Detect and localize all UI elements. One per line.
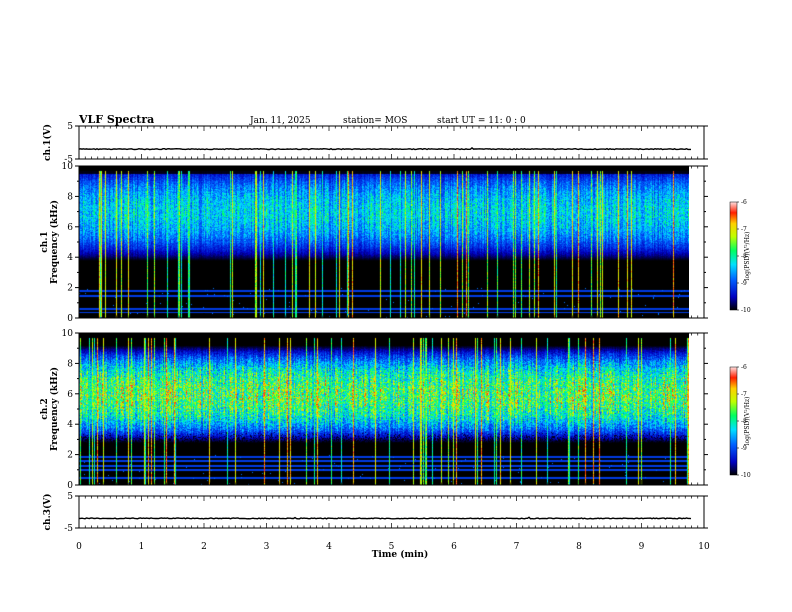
- y-tick-label: 0: [67, 481, 73, 491]
- y-tick-label: 10: [62, 329, 74, 339]
- x-tick-label: 4: [326, 542, 332, 552]
- colorbar-tick-label: -7: [741, 391, 747, 398]
- ch1-spectrogram-image: [79, 166, 689, 318]
- colorbar-tick-label: -9: [741, 445, 747, 452]
- y-tick-label: 10: [62, 162, 74, 172]
- y-tick-label: 2: [67, 284, 73, 294]
- date-label: Jan. 11, 2025: [249, 116, 311, 126]
- figure-title: VLF Spectra: [78, 113, 154, 126]
- y-tick-label: 5: [67, 122, 73, 132]
- y-tick-label: -5: [64, 155, 73, 165]
- x-tick-label: 0: [76, 542, 82, 552]
- x-tick-label: 10: [698, 542, 710, 552]
- start-time-label: start UT = 11: 0 : 0: [437, 116, 526, 126]
- y-axis-label: ch.1Frequency (kHz): [40, 200, 60, 284]
- ch2-colorbar: -6 -7 -8 -9 -10 log(PSD)(V²/Hz): [729, 364, 751, 479]
- y-tick-label: 6: [67, 223, 73, 233]
- colorbar-tick-label: -6: [741, 199, 747, 206]
- x-tick-label: 6: [451, 542, 457, 552]
- y-tick-label: 8: [67, 359, 73, 369]
- colorbar-tick-label: -8: [741, 418, 747, 425]
- colorbar-label: log(PSD)(V²/Hz): [744, 397, 751, 446]
- ch2-spectrogram-image: [79, 333, 689, 485]
- ch1-waveform-panel: 5 -5 ch.1(V): [42, 122, 708, 165]
- colorbar-tick-label: -10: [741, 472, 751, 479]
- x-tick-label: 3: [264, 542, 270, 552]
- y-tick-label: 5: [67, 492, 73, 502]
- y-axis-label: ch.3(V): [42, 494, 53, 531]
- y-tick-label: 4: [67, 420, 73, 430]
- waveform-trace: [78, 516, 692, 520]
- y-tick-label: 0: [67, 314, 73, 324]
- colorbar-gradient: [729, 201, 738, 311]
- ch2-spectrogram-panel: 0 2 4 6 8 10 ch.2Frequency (kHz): [40, 329, 708, 491]
- y-axis-label: ch.1(V): [42, 124, 53, 161]
- x-tick-label: 1: [139, 542, 145, 552]
- colorbar-label: log(PSD)(V²/Hz): [744, 232, 751, 281]
- x-tick-label: 5: [389, 542, 395, 552]
- ch3-waveform-panel: 5 -5 ch.3(V) 0 1 2 3 4 5 6 7 8 9 10: [42, 492, 710, 552]
- colorbar-tick-label: -9: [741, 280, 747, 287]
- y-tick-label: 6: [67, 390, 73, 400]
- colorbar-tick-label: -10: [741, 307, 751, 314]
- colorbar-tick-label: -8: [741, 253, 747, 260]
- y-tick-label: 4: [67, 253, 73, 263]
- colorbar-tick-label: -7: [741, 226, 747, 233]
- waveform-trace: [78, 146, 691, 151]
- y-tick-label: 8: [67, 192, 73, 202]
- colorbar-gradient: [729, 366, 738, 476]
- ch1-spectrogram-panel: 0 2 4 6 8 10 ch.1Frequency (kHz): [40, 162, 708, 324]
- x-tick-label: 2: [201, 542, 207, 552]
- station-label: station= MOS: [343, 116, 407, 126]
- y-tick-label: -5: [64, 524, 73, 534]
- x-axis-label: Time (min): [372, 549, 429, 560]
- x-tick-label: 8: [576, 542, 582, 552]
- colorbar-tick-label: -6: [741, 364, 747, 371]
- y-axis-label: ch.2Frequency (kHz): [40, 367, 60, 451]
- x-tick-label: 9: [639, 542, 645, 552]
- ch1-colorbar: -6 -7 -8 -9 -10 log(PSD)(V²/Hz): [729, 199, 751, 314]
- x-tick-label: 7: [514, 542, 520, 552]
- y-tick-label: 2: [67, 451, 73, 461]
